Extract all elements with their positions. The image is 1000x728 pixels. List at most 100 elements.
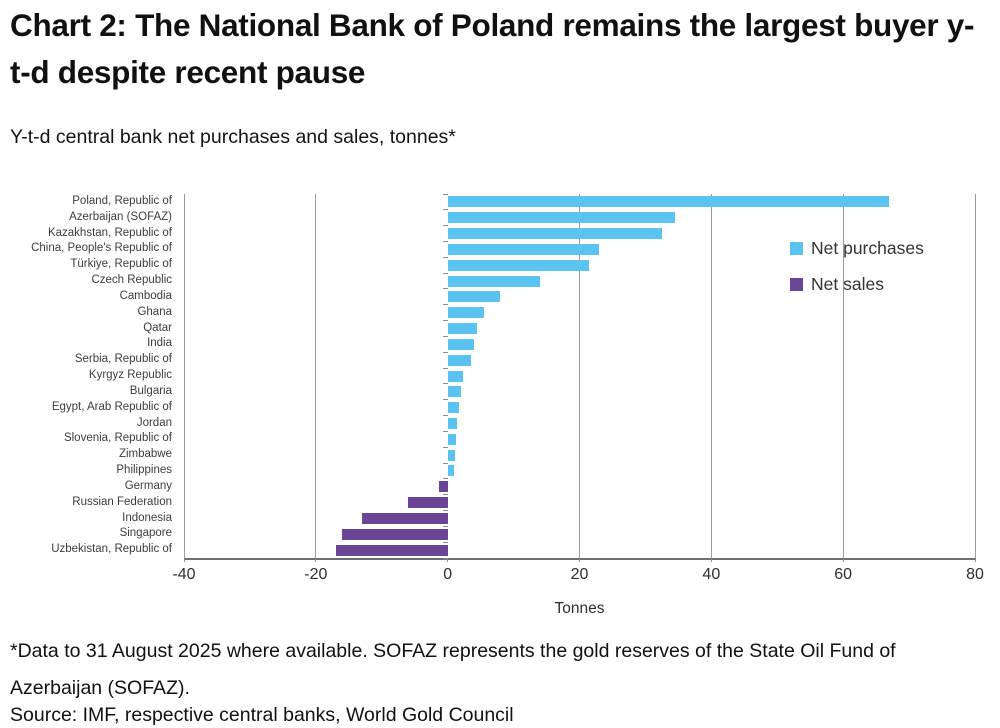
bar-net-purchases: [447, 259, 590, 271]
gridline--20: [315, 194, 317, 558]
bar-net-purchases: [447, 449, 455, 461]
zero-axis-tick: [442, 557, 448, 559]
category-label: Czech Republic: [91, 274, 172, 287]
category-label: Kazakhstan, Republic of: [47, 226, 172, 239]
zero-axis-tick: [442, 541, 448, 543]
category-label: Kyrgyz Republic: [88, 369, 172, 382]
category-label: Azerbaijan (SOFAZ): [69, 210, 172, 223]
zero-axis-tick: [442, 510, 448, 512]
category-labels: Poland, Republic of Azerbaijan (SOFAZ) Kaz…: [0, 194, 172, 558]
bar-net-sales: [335, 544, 448, 556]
zero-axis-tick: [442, 462, 448, 464]
category-label: Poland, Republic of: [72, 195, 172, 207]
bar-net-purchases: [447, 243, 600, 255]
category-label: Jordan: [136, 416, 172, 429]
bar-net-purchases: [447, 291, 501, 303]
zero-axis-tick: [442, 304, 448, 306]
legend-label-net-sales: Net sales: [811, 274, 884, 294]
zero-axis-tick: [442, 478, 448, 480]
zero-axis-tick: [442, 367, 448, 369]
bar-net-sales: [361, 512, 448, 524]
bar-net-purchases: [447, 307, 484, 319]
net-sales-swatch-icon: [790, 278, 803, 291]
zero-axis-tick: [442, 240, 448, 242]
x-axis-tick: [710, 558, 712, 562]
zero-axis-tick: [442, 209, 448, 211]
chart-subtitle: Y-t-d central bank net purchases and sal…: [10, 126, 456, 148]
legend-item-net-purchases: Net purchases: [790, 238, 924, 259]
x-axis-tick: [315, 558, 317, 562]
gridline-20: [579, 194, 580, 558]
category-label: Slovenia, Republic of: [63, 432, 172, 445]
x-axis-tick: [447, 558, 449, 562]
x-axis-tick: [974, 558, 976, 562]
bar-net-purchases: [447, 338, 475, 350]
x-tick-label: -40: [172, 566, 196, 583]
x-tick-label: 40: [702, 566, 721, 583]
zero-axis-tick: [442, 288, 448, 290]
category-label: Qatar: [143, 321, 172, 334]
x-axis-tick: [183, 558, 185, 562]
zero-axis-tick: [442, 415, 448, 417]
zero-axis-tick: [442, 351, 448, 353]
legend-label-net-purchases: Net purchases: [811, 238, 924, 258]
category-label: Singapore: [119, 527, 172, 540]
bar-net-purchases: [447, 370, 463, 382]
category-label: Indonesia: [122, 511, 172, 524]
x-tick-label: 80: [966, 566, 984, 583]
chart-title: Chart 2: The National Bank of Poland rem…: [10, 7, 975, 90]
legend-item-net-sales: Net sales: [790, 274, 924, 295]
bar-net-purchases: [447, 417, 457, 429]
net-purchases-swatch-icon: [790, 242, 803, 255]
zero-axis-tick: [442, 320, 448, 322]
bar-net-purchases: [447, 323, 478, 335]
category-label: Serbia, Republic of: [74, 353, 172, 366]
zero-axis-tick: [442, 399, 448, 401]
category-label: Cambodia: [119, 289, 172, 302]
x-axis-ticks: -40 -20 0 20 40 60 80: [172, 566, 983, 586]
gridline-60: [842, 194, 844, 558]
zero-axis-tick: [442, 225, 448, 227]
zero-axis-tick: [442, 494, 448, 496]
zero-axis-tick: [442, 256, 448, 258]
category-label: Uzbekistan, Republic of: [51, 543, 172, 556]
category-label: Bulgaria: [129, 384, 172, 397]
category-label: Philippines: [116, 464, 172, 477]
zero-axis-tick: [442, 193, 448, 195]
x-tick-label: -20: [304, 566, 328, 583]
x-tick-label: 0: [443, 566, 453, 583]
bar-net-sales: [408, 497, 448, 509]
category-label: India: [147, 337, 172, 350]
bar-net-purchases: [447, 228, 662, 240]
bar-net-purchases: [447, 212, 676, 224]
category-label: Zimbabwe: [118, 448, 172, 461]
bar-net-sales: [439, 481, 448, 493]
category-label: Russian Federation: [72, 495, 172, 508]
category-label: Germany: [124, 479, 172, 492]
bar-net-purchases: [447, 354, 471, 366]
source-line: Source: IMF, respective central banks, W…: [10, 704, 514, 726]
bar-net-sales: [342, 528, 448, 540]
category-label: Ghana: [137, 305, 172, 318]
zero-axis-tick: [442, 525, 448, 527]
bar-net-purchases: [447, 275, 540, 287]
category-label: Türkiye, Republic of: [70, 258, 172, 271]
zero-axis-tick: [442, 446, 448, 448]
bar-net-purchases: [447, 402, 459, 414]
bar-chart: Poland, Republic of Azerbaijan (SOFAZ) Kaz…: [0, 193, 984, 617]
x-axis-title: Tonnes: [554, 600, 605, 617]
plot-area: [183, 193, 976, 562]
gridline-80: [974, 194, 976, 558]
x-tick-label: 20: [570, 566, 589, 583]
gridline--40: [183, 194, 185, 558]
x-axis-tick: [579, 558, 580, 562]
bar-net-purchases: [447, 196, 890, 208]
legend: Net purchases Net sales: [790, 238, 924, 295]
category-label: China, People's Republic of: [31, 242, 172, 255]
x-axis-tick: [842, 558, 844, 562]
zero-axis-tick: [442, 383, 448, 385]
zero-axis-tick: [442, 430, 448, 432]
bar-net-purchases: [447, 433, 456, 445]
zero-axis-tick: [442, 335, 448, 337]
zero-axis-tick: [442, 272, 448, 274]
